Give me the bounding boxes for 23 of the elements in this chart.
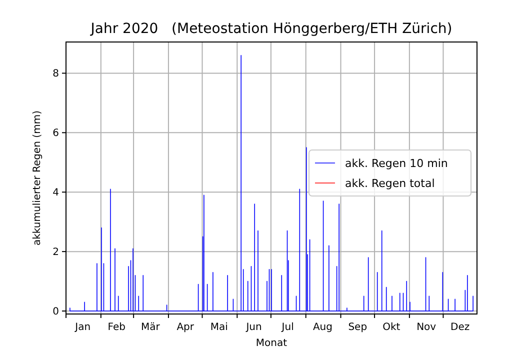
x-tick-label: Jun: [245, 322, 262, 333]
y-tick-label: 0: [52, 306, 59, 318]
x-tick-label: Nov: [416, 322, 436, 333]
y-tick-label: 4: [52, 188, 59, 199]
x-axis-title: Monat: [256, 338, 288, 349]
legend-label: akk. Regen 10 min: [345, 157, 448, 170]
x-tick-label: Okt: [382, 322, 400, 333]
y-axis-title: akkumulierter Regen (mm): [32, 110, 43, 246]
x-tick-label: Sep: [348, 322, 368, 333]
x-tick-label: Aug: [312, 322, 332, 333]
x-tick-label: Mai: [210, 322, 228, 333]
y-tick-label: 6: [52, 128, 59, 140]
x-tick-label: Dez: [450, 322, 470, 333]
legend-label: akk. Regen total: [345, 177, 435, 190]
chart-title: Jahr 2020 (Meteostation Hönggerberg/ETH Zürich): [90, 21, 452, 37]
y-tick-label: 8: [52, 68, 59, 80]
x-tick-label: Jan: [74, 322, 91, 333]
x-tick-label: Mär: [141, 322, 161, 333]
line-series: [70, 54, 474, 312]
x-tick-label: Apr: [176, 322, 195, 333]
x-tick-label: Jul: [280, 322, 294, 333]
y-tick-label: 2: [52, 247, 59, 258]
x-tick-label: Feb: [108, 322, 126, 333]
